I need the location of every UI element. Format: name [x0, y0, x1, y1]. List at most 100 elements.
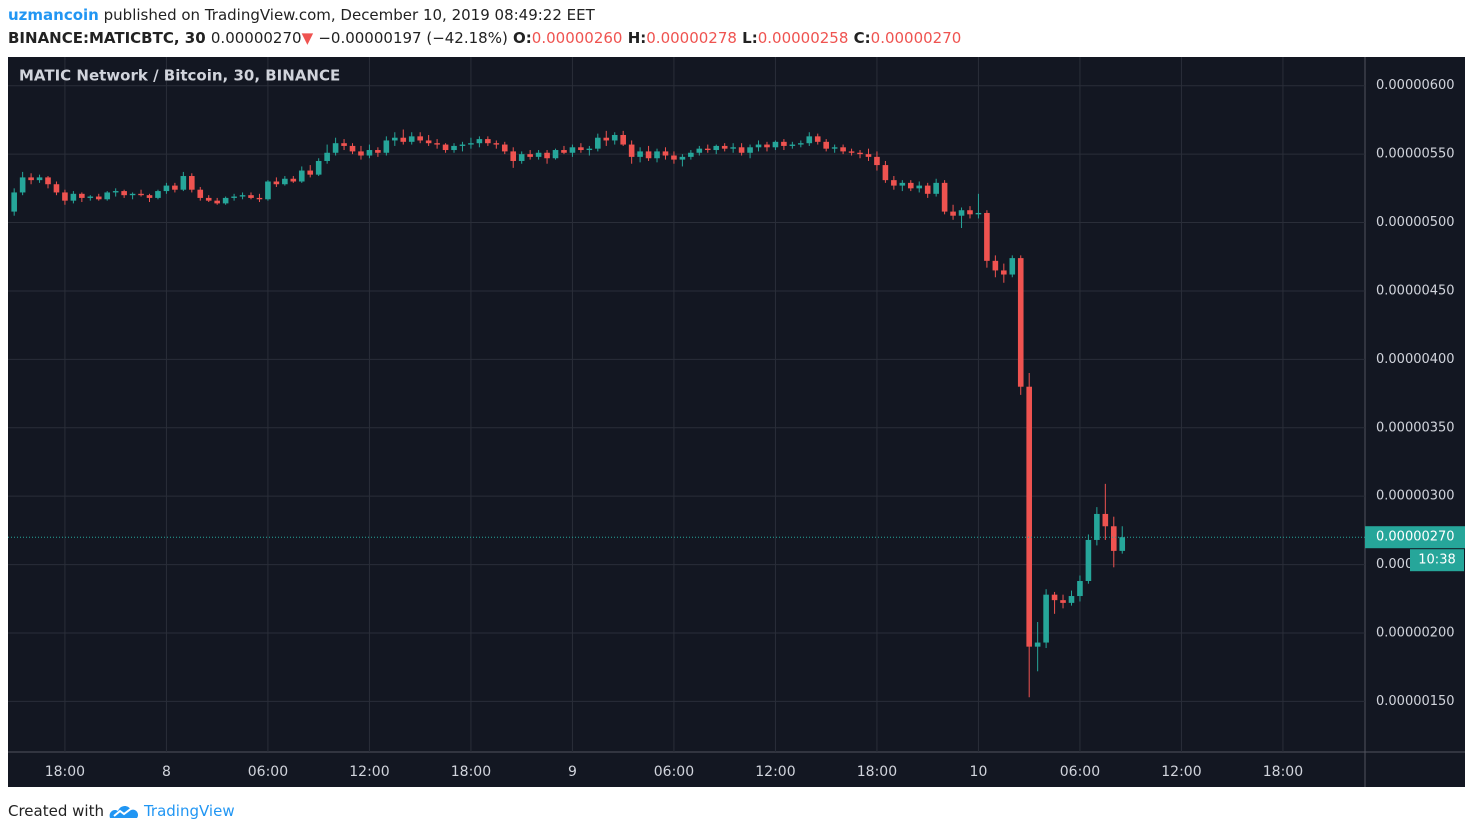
- candle-body: [332, 143, 339, 153]
- candle-body: [814, 136, 821, 142]
- x-tick-label: 12:00: [1161, 764, 1201, 780]
- open: 0.00000260: [531, 29, 623, 47]
- candle-body: [172, 185, 178, 190]
- candle-body: [112, 191, 119, 193]
- footer: Created with TradingView: [8, 802, 235, 820]
- y-tick-label: 0.00000150: [1376, 694, 1455, 709]
- candle-body: [324, 152, 330, 161]
- candle-body: [857, 152, 863, 155]
- chart-bg: [8, 57, 1465, 787]
- candle-body: [205, 197, 212, 201]
- candle-body: [1094, 513, 1100, 540]
- candle-body: [781, 141, 787, 146]
- candle-body: [392, 137, 398, 141]
- candle-body: [595, 137, 601, 149]
- candle-body: [290, 178, 297, 182]
- candle-body: [231, 196, 237, 198]
- candle-body: [527, 154, 533, 157]
- candle-body: [840, 147, 846, 152]
- candle-body: [476, 139, 483, 144]
- candle-body: [806, 136, 813, 144]
- candle-body: [874, 156, 880, 166]
- candle-body: [189, 176, 195, 190]
- candle-body: [129, 193, 136, 196]
- y-tick-label: 0.00000450: [1376, 283, 1455, 298]
- candle-body: [248, 195, 254, 198]
- candles: [11, 129, 1126, 698]
- price-tag: [1365, 526, 1465, 549]
- x-tick-label: 10: [970, 764, 988, 780]
- candle-body: [603, 137, 610, 141]
- candle-body: [950, 211, 956, 216]
- candle-body: [975, 212, 982, 215]
- candle-body: [417, 136, 423, 141]
- candle-body: [239, 195, 246, 197]
- candle-body: [738, 147, 745, 153]
- grid: [8, 57, 1365, 752]
- candle-body: [95, 196, 102, 200]
- brand[interactable]: TradingView: [143, 802, 235, 820]
- candle-body: [569, 147, 576, 153]
- candle-body: [984, 212, 990, 261]
- author[interactable]: uzmancoin: [8, 6, 99, 24]
- y-tick-label: 0.00000200: [1376, 625, 1455, 640]
- candle-body: [907, 182, 914, 189]
- candle-body: [400, 137, 407, 142]
- candle-body: [28, 177, 34, 181]
- candle-body: [459, 144, 466, 146]
- candle-body: [899, 182, 906, 186]
- candle-body: [831, 147, 838, 149]
- candle-body: [620, 134, 626, 145]
- candle-body: [366, 150, 373, 156]
- candle-body: [1034, 642, 1041, 647]
- candle-body: [298, 170, 305, 182]
- candle-body: [535, 152, 542, 157]
- candle-body: [544, 152, 550, 159]
- chart-title: MATIC Network / Bitcoin, 30, BINANCE: [19, 67, 340, 85]
- candle-body: [307, 170, 314, 175]
- candle-body: [704, 148, 711, 151]
- candle-body: [662, 151, 669, 156]
- candle-body: [256, 197, 263, 200]
- y-tick-label: 0.00000400: [1376, 352, 1455, 367]
- candle-body: [561, 150, 567, 153]
- candle-body: [891, 180, 897, 186]
- candle-body: [916, 185, 923, 189]
- x-tick-label: 8: [162, 764, 171, 780]
- y-tick-label: 0.00000300: [1376, 489, 1455, 504]
- candle-body: [155, 191, 161, 198]
- y-tick-label: 0.00000600: [1376, 78, 1455, 93]
- c-label: C:: [853, 29, 871, 47]
- candle-body: [1102, 513, 1109, 527]
- candle-body: [721, 145, 728, 149]
- candle-body: [146, 195, 153, 198]
- candle-body: [434, 143, 440, 145]
- o-label: O:: [513, 29, 532, 47]
- candle-body: [611, 134, 618, 141]
- candle-body: [882, 165, 889, 181]
- candle-body: [967, 210, 973, 215]
- candle-body: [671, 155, 677, 160]
- candle-body: [358, 151, 364, 156]
- candle-body: [121, 191, 127, 196]
- candle-body: [315, 160, 322, 175]
- candle-body: [501, 144, 508, 152]
- x-tick-label: 12:00: [349, 764, 389, 780]
- candle-body: [375, 150, 381, 153]
- candle-body: [180, 176, 187, 190]
- x-tick-label: 18:00: [45, 764, 85, 780]
- candle-body: [730, 147, 736, 149]
- candle-body: [688, 152, 694, 157]
- candle-body: [62, 192, 68, 201]
- l-label: L:: [742, 29, 758, 47]
- candle-body: [645, 151, 652, 159]
- x-tick-label: 9: [568, 764, 577, 780]
- candle-body: [408, 136, 415, 142]
- x-tick-label: 06:00: [248, 764, 288, 780]
- candle-body: [163, 185, 170, 192]
- candle-body: [924, 185, 931, 194]
- candle-body: [1001, 270, 1007, 275]
- candle-body: [789, 144, 796, 146]
- candle-body: [222, 197, 229, 204]
- candle-body: [341, 143, 347, 146]
